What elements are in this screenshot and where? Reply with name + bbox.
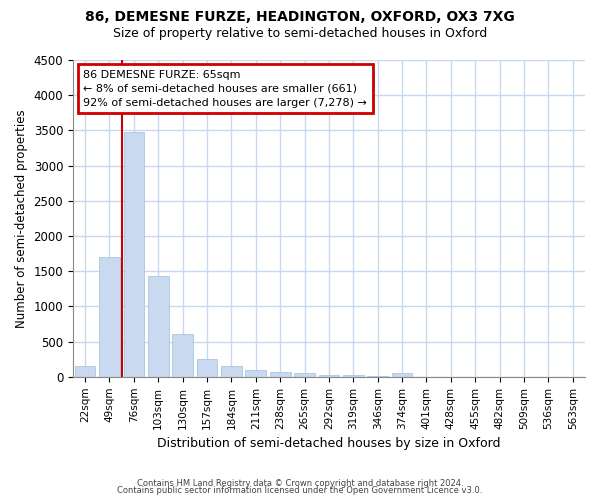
Y-axis label: Number of semi-detached properties: Number of semi-detached properties [15, 109, 28, 328]
Text: 86, DEMESNE FURZE, HEADINGTON, OXFORD, OX3 7XG: 86, DEMESNE FURZE, HEADINGTON, OXFORD, O… [85, 10, 515, 24]
Bar [319, 374, 340, 377]
X-axis label: Distribution of semi-detached houses by size in Oxford: Distribution of semi-detached houses by … [157, 437, 501, 450]
Bar [221, 366, 242, 377]
Bar [245, 370, 266, 377]
Bar [270, 372, 290, 377]
Bar [148, 276, 169, 377]
Bar [367, 376, 388, 377]
Bar [99, 257, 120, 377]
Bar [392, 374, 412, 377]
Bar [172, 334, 193, 377]
Text: Size of property relative to semi-detached houses in Oxford: Size of property relative to semi-detach… [113, 28, 487, 40]
Text: 86 DEMESNE FURZE: 65sqm
← 8% of semi-detached houses are smaller (661)
92% of se: 86 DEMESNE FURZE: 65sqm ← 8% of semi-det… [83, 70, 367, 108]
Bar [343, 376, 364, 377]
Bar [124, 132, 144, 377]
Text: Contains public sector information licensed under the Open Government Licence v3: Contains public sector information licen… [118, 486, 482, 495]
Bar [294, 374, 315, 377]
Bar [75, 366, 95, 377]
Bar [197, 358, 217, 377]
Text: Contains HM Land Registry data © Crown copyright and database right 2024.: Contains HM Land Registry data © Crown c… [137, 478, 463, 488]
